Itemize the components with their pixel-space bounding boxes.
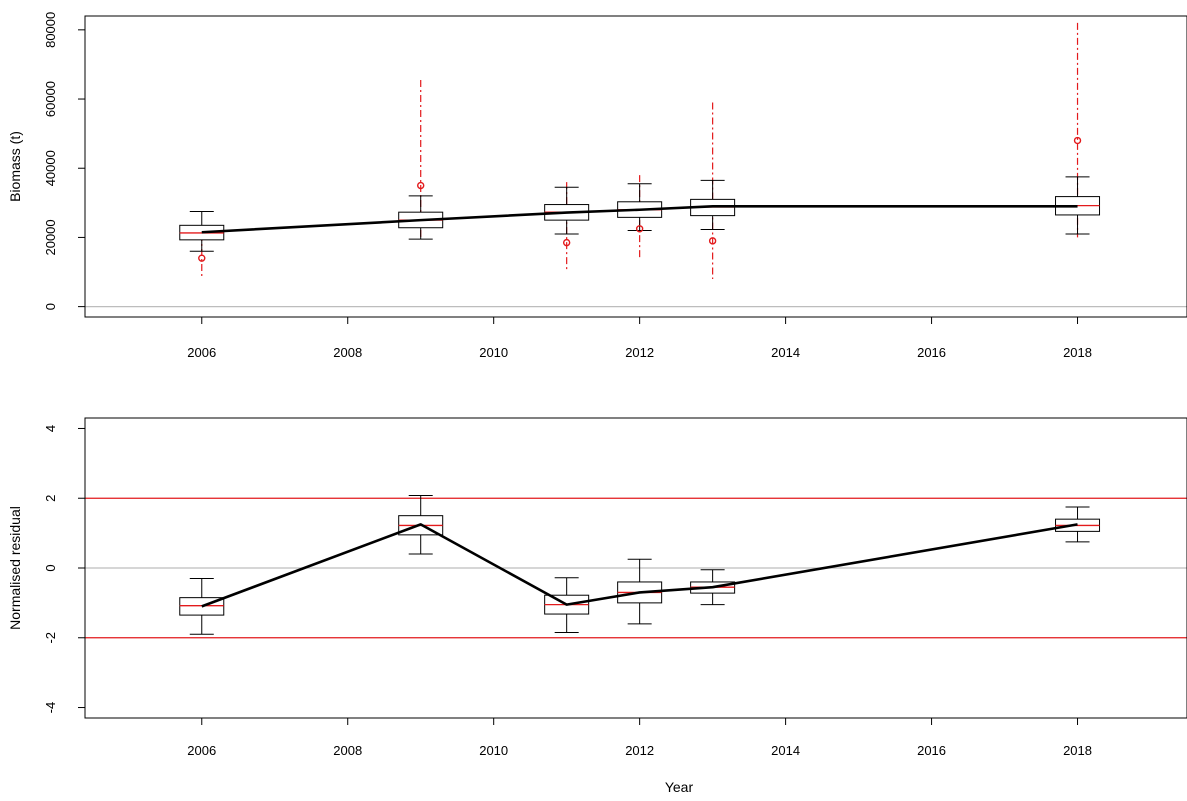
y-tick-label: 60000: [43, 81, 58, 117]
observed-point: [198, 254, 206, 262]
x-tick-label: 2016: [917, 345, 946, 360]
observed-point: [1073, 136, 1082, 145]
model-line: [201, 523, 1078, 608]
observed-point: [417, 181, 425, 190]
y-tick-label: -2: [43, 632, 58, 644]
x-tick-label: 2010: [479, 743, 508, 758]
y-tick-label: 4: [43, 425, 58, 432]
y-tick-label: 2: [43, 495, 58, 502]
x-tick-label: 2016: [917, 743, 946, 758]
residual-panel: 2006 2008 2010 2012 2014 2016 2018 -4 -2 0 2 4 Norma…: [7, 417, 1187, 795]
x-tick-label: 2014: [771, 743, 800, 758]
x-tick-label: 2008: [333, 345, 362, 360]
y-tick-label: -4: [43, 702, 58, 714]
y-tick-label: 20000: [43, 219, 58, 255]
x-axis-label: Year: [665, 779, 694, 795]
x-tick-label: 2018: [1063, 743, 1092, 758]
x-tick-label: 2006: [187, 345, 216, 360]
x-tick-label: 2012: [625, 743, 654, 758]
x-tick-label: 2010: [479, 345, 508, 360]
x-tick-label: 2012: [625, 345, 654, 360]
y-axis-label: Normalised residual: [7, 506, 23, 630]
biomass-panel: 2006 2008 2010 2012 2014 2016 2018 0 20000 40000 6…: [7, 12, 1187, 360]
y-tick-label: 80000: [43, 12, 58, 48]
model-line: [201, 204, 1078, 234]
x-tick-label: 2018: [1063, 345, 1092, 360]
plot-frame: [84, 15, 1187, 318]
x-tick-label: 2008: [333, 743, 362, 758]
x-tick-label: 2006: [187, 743, 216, 758]
observed-point: [562, 238, 571, 247]
y-axis-label: Biomass (t): [7, 131, 23, 202]
x-tick-label: 2014: [771, 345, 800, 360]
y-tick-label: 0: [43, 303, 58, 310]
observed-point: [708, 237, 717, 245]
y-tick-label: 0: [43, 564, 58, 571]
observed-point: [635, 225, 644, 233]
y-tick-label: 40000: [43, 150, 58, 186]
